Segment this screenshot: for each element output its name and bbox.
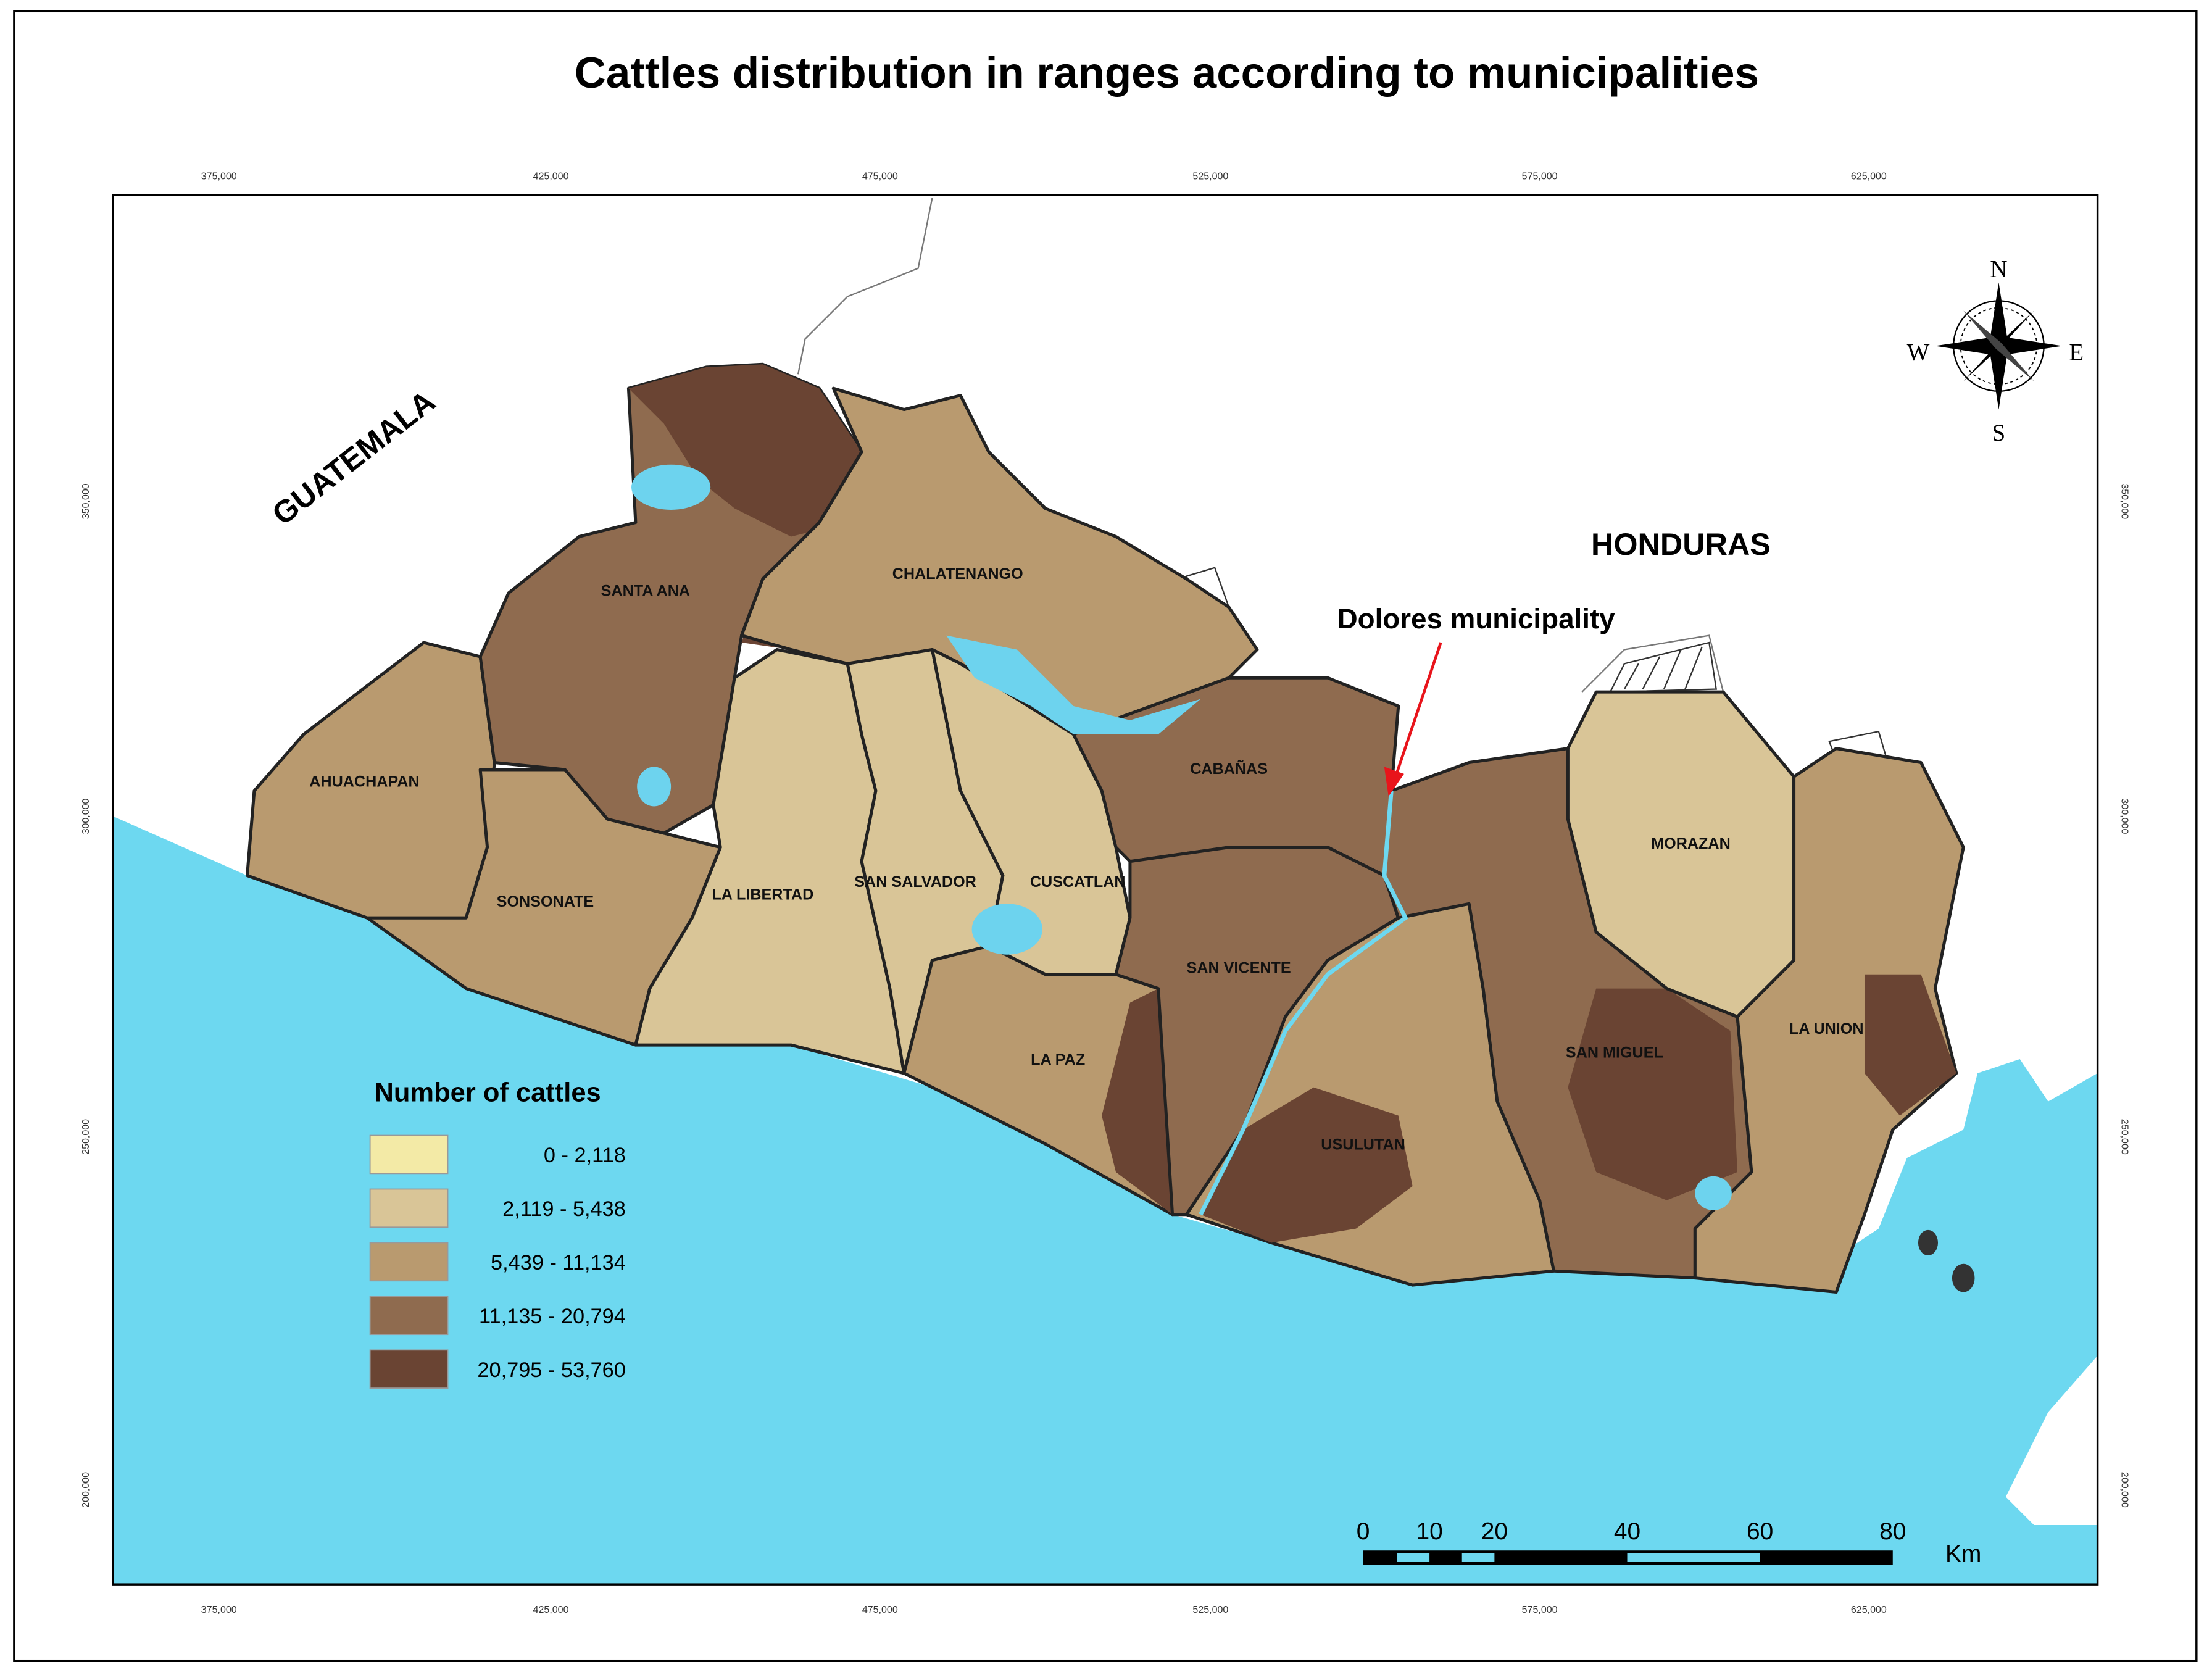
scale-label: 10 xyxy=(1416,1518,1442,1545)
coord-label: 350,000 xyxy=(81,483,91,519)
compass-letter: E xyxy=(2069,339,2084,365)
compass-letter: W xyxy=(1907,339,1930,365)
coord-label: 300,000 xyxy=(81,798,91,834)
scale-segment xyxy=(1462,1553,1495,1562)
lake xyxy=(637,767,672,807)
legend-swatch xyxy=(369,1349,449,1389)
department-label: CABAÑAS xyxy=(1190,759,1268,778)
hatched-area xyxy=(1609,641,1718,693)
coastal-island xyxy=(2005,1355,2098,1526)
coord-label: 625,000 xyxy=(1851,1605,1887,1615)
coord-label: 625,000 xyxy=(1851,172,1887,182)
department-area xyxy=(1200,1087,1413,1243)
scale-label: 40 xyxy=(1614,1518,1640,1545)
department-label: SAN VICENTE xyxy=(1187,959,1291,976)
scale-label: 60 xyxy=(1747,1518,1773,1545)
island xyxy=(1952,1263,1975,1292)
coord-label: 425,000 xyxy=(533,172,569,182)
department-label: SAN SALVADOR xyxy=(854,873,976,891)
coord-label: 425,000 xyxy=(533,1605,569,1615)
country-label: HONDURAS xyxy=(1591,526,1771,562)
department-label: SANTA ANA xyxy=(601,583,690,600)
scale-segment xyxy=(1627,1553,1760,1562)
scale-label: 0 xyxy=(1357,1518,1370,1545)
scale-unit: Km xyxy=(1945,1541,1981,1568)
department-label: LA LIBERTAD xyxy=(712,886,813,903)
coord-label: 250,000 xyxy=(2119,1119,2130,1155)
legend-swatch xyxy=(369,1242,449,1282)
department-area xyxy=(1693,747,1965,1294)
coord-label: 475,000 xyxy=(862,172,898,182)
annotation: Dolores municipality xyxy=(1337,603,1616,634)
department-label: SONSONATE xyxy=(497,893,594,910)
coord-label: 200,000 xyxy=(81,1472,91,1508)
department-area xyxy=(740,386,1259,736)
coord-label: 300,000 xyxy=(2119,799,2130,834)
annotation-arrow xyxy=(1394,642,1442,778)
department-area xyxy=(1568,988,1738,1200)
island xyxy=(1918,1229,1939,1256)
legend-title: Number of cattles xyxy=(374,1078,601,1108)
scale-bar: 0 10 20 40 60 80 Km xyxy=(1357,1518,1982,1568)
department-label: SAN MIGUEL xyxy=(1566,1044,1663,1062)
legend-label: 5,439 - 11,134 xyxy=(491,1251,626,1275)
lake xyxy=(631,464,711,510)
compass: N S E W xyxy=(1907,256,2084,446)
coord-label: 250,000 xyxy=(81,1119,91,1155)
department-label: LA PAZ xyxy=(1031,1051,1085,1068)
lake xyxy=(1695,1176,1732,1210)
lake xyxy=(971,904,1043,955)
scale-segment xyxy=(1397,1553,1430,1562)
department-label: CUSCATLAN xyxy=(1030,873,1126,891)
scale-label: 80 xyxy=(1879,1518,1906,1545)
coord-label: 200,000 xyxy=(2119,1472,2130,1508)
river xyxy=(1199,790,1408,1216)
coord-label: 525,000 xyxy=(1192,172,1228,182)
border-line xyxy=(797,198,933,375)
coord-label: 475,000 xyxy=(862,1605,898,1615)
coord-label: 575,000 xyxy=(1522,1605,1558,1615)
compass-star xyxy=(1963,310,2034,381)
legend-label: 2,119 - 5,438 xyxy=(502,1197,626,1221)
legend-label: 0 - 2,118 xyxy=(544,1144,626,1167)
department-label: USULUTAN xyxy=(1321,1136,1405,1153)
legend-swatch xyxy=(369,1134,449,1175)
map-title: Cattles distribution in ranges according… xyxy=(575,49,1759,98)
legend-swatch xyxy=(369,1188,449,1228)
lake xyxy=(946,635,1201,734)
department-area xyxy=(1864,974,1956,1116)
coord-label: 350,000 xyxy=(2119,483,2130,519)
department-label: AHUACHAPAN xyxy=(309,773,419,790)
map-frame xyxy=(112,194,2099,1586)
department-label: MORAZAN xyxy=(1651,835,1731,852)
coord-label: 375,000 xyxy=(201,1605,237,1615)
sea xyxy=(113,816,2098,1585)
coord-label: 525,000 xyxy=(1192,1605,1228,1615)
border-line xyxy=(1581,634,1724,693)
department-label: CHALATENANGO xyxy=(892,565,1023,583)
compass-letter: S xyxy=(1992,420,2006,446)
compass-letter: N xyxy=(1990,256,2007,282)
legend-swatch xyxy=(369,1296,449,1336)
scale-label: 20 xyxy=(1481,1518,1508,1545)
legend-label: 20,795 - 53,760 xyxy=(477,1358,625,1382)
department-label: LA UNION xyxy=(1789,1020,1864,1038)
department-area xyxy=(1102,988,1173,1215)
coord-label: 575,000 xyxy=(1522,172,1558,182)
legend: Number of cattles 0 - 2,118 2,119 - 5,438… xyxy=(369,1078,626,1389)
coord-label: 375,000 xyxy=(201,172,237,182)
legend-label: 11,135 - 20,794 xyxy=(479,1305,626,1328)
annotation-arrowhead xyxy=(1384,767,1404,797)
